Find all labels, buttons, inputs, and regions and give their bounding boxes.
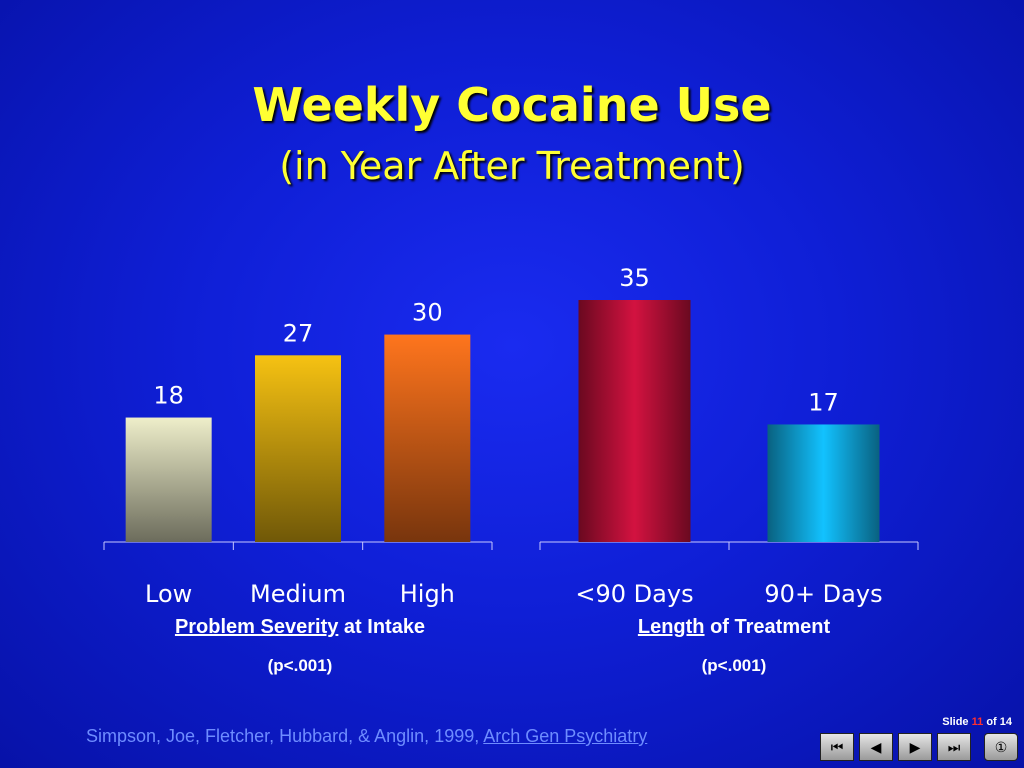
caption-problem-severity: Problem Severity at Intake [100,616,500,639]
data-label: 17 [808,388,839,416]
slide-subtitle: (in Year After Treatment) [279,144,745,188]
next-icon: ▶ [909,738,921,755]
slide-label: Slide [942,716,969,728]
x-tick-label: <90 Days [575,580,693,608]
caption-left-rest: at Intake [338,616,426,638]
caption-right-underlined: Length [637,616,705,638]
citation-authors: Simpson, Joe, Fletcher, Hubbard, & Angli… [86,726,484,746]
slide-of: of 14 [986,716,1012,728]
x-tick-label: 90+ Days [764,580,882,608]
caption-left-underlined: Problem Severity [174,616,339,638]
next-slide-button[interactable]: ▶ [898,733,932,761]
chart-length-of-treatment: 35 <90 Days 17 90+ Days [539,264,919,608]
last-icon: ⏭ [947,738,961,755]
slide-current: 11 [971,716,984,728]
bar-high [384,334,471,542]
bar-90-days [578,300,691,542]
x-tick-label: Low [145,580,192,608]
caption-right-rest: of Treatment [704,616,831,638]
caption-length-of-treatment: Length of Treatment [530,616,938,639]
slide-title: Weekly Cocaine Use [252,78,772,132]
data-label: 30 [412,299,443,327]
citation: Simpson, Joe, Fletcher, Hubbard, & Angli… [86,726,647,747]
x-tick-label: High [400,580,455,608]
citation-journal-link[interactable]: Arch Gen Psychiatry [483,726,648,746]
home-button[interactable]: ① [984,733,1018,761]
previous-slide-button[interactable]: ◀ [859,733,893,761]
data-label: 35 [619,264,650,292]
p-value-right: (p<.001) [701,656,767,675]
home-icon: ① [994,738,1008,755]
chart-problem-severity: 18 Low 27 Medium 30 High [103,299,493,608]
last-slide-button[interactable]: ⏭ [937,733,971,761]
bar-medium [255,355,341,542]
bar-90-days [767,424,880,542]
x-tick-label: Medium [250,580,346,608]
first-icon: ⏮ [830,738,844,755]
p-value-left: (p<.001) [267,656,333,675]
data-label: 27 [283,319,314,347]
previous-icon: ◀ [870,738,882,755]
slide-counter: Slide 11 of 14 [942,716,1012,728]
bar-low [125,417,212,542]
first-slide-button[interactable]: ⏮ [820,733,854,761]
data-label: 18 [153,382,184,410]
